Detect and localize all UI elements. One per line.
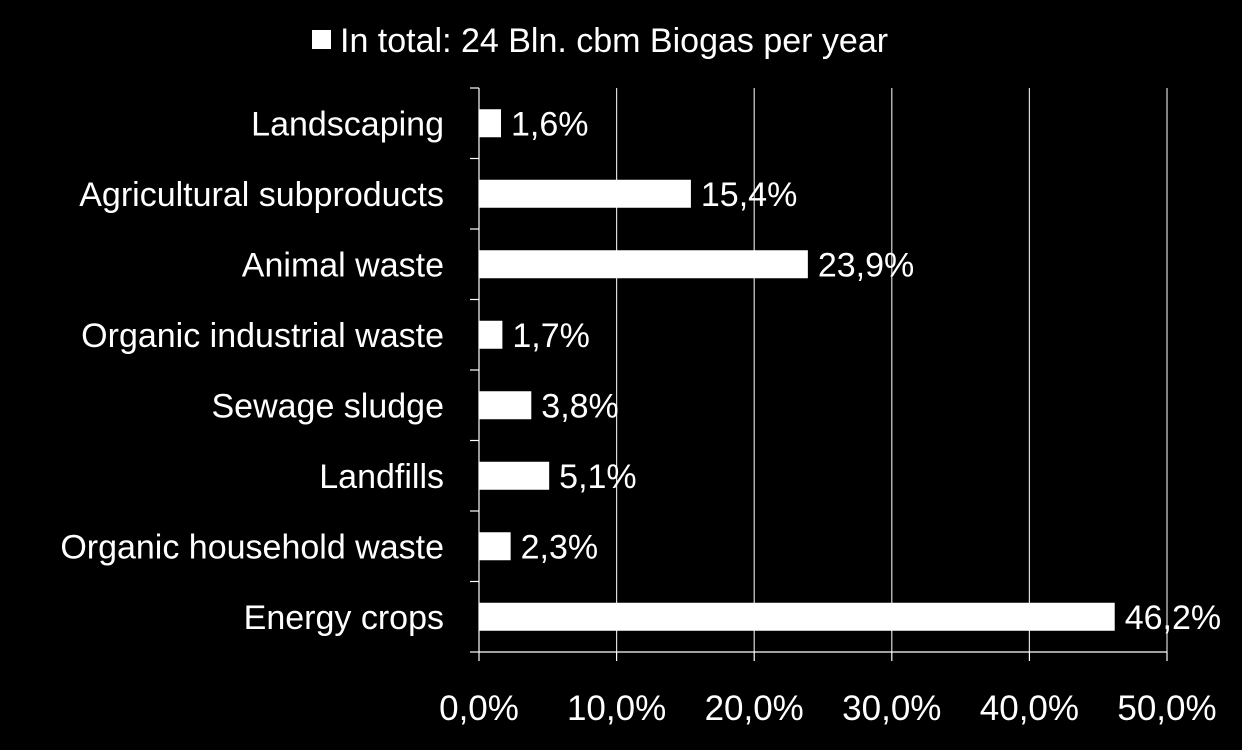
category-label: Landfills <box>319 458 444 496</box>
bar <box>479 602 1115 631</box>
category-label: Landscaping <box>251 105 444 143</box>
category-label: Organic household waste <box>60 528 444 566</box>
legend-label: In total: 24 Bln. cbm Biogas per year <box>340 22 888 60</box>
bar <box>479 391 532 420</box>
x-tick-label: 0,0% <box>439 689 519 728</box>
legend: In total: 24 Bln. cbm Biogas per year <box>312 22 888 60</box>
x-tick-label: 50,0% <box>1117 689 1216 728</box>
x-tick-label: 30,0% <box>842 689 941 728</box>
gridlines <box>615 88 1168 652</box>
bar <box>479 250 808 279</box>
bar <box>479 179 691 208</box>
data-label: 15,4% <box>701 176 797 214</box>
category-label: Animal waste <box>242 246 444 284</box>
x-tick-label: 40,0% <box>980 689 1079 728</box>
category-label: Energy crops <box>244 599 444 637</box>
data-label: 2,3% <box>521 528 599 566</box>
category-label: Agricultural subproducts <box>79 176 444 214</box>
data-label: 1,6% <box>511 105 589 143</box>
category-label: Sewage sludge <box>211 387 444 425</box>
bar <box>479 532 511 561</box>
data-label: 1,7% <box>512 317 590 355</box>
x-tick-label: 10,0% <box>567 689 666 728</box>
category-label: Organic industrial waste <box>81 317 444 355</box>
data-label: 46,2% <box>1125 599 1221 637</box>
labels: 0,0% 10,0% 20,0% 30,0% 40,0% 50,0% Landscaping… <box>60 105 1221 728</box>
bars <box>479 109 1115 631</box>
bar <box>479 461 550 490</box>
bar <box>479 320 503 349</box>
bar <box>479 109 502 138</box>
data-label: 23,9% <box>818 246 914 284</box>
x-tick-label: 20,0% <box>705 689 804 728</box>
legend-swatch <box>312 30 331 49</box>
axes <box>470 87 1168 661</box>
data-label: 5,1% <box>559 458 637 496</box>
data-label: 3,8% <box>541 387 619 425</box>
